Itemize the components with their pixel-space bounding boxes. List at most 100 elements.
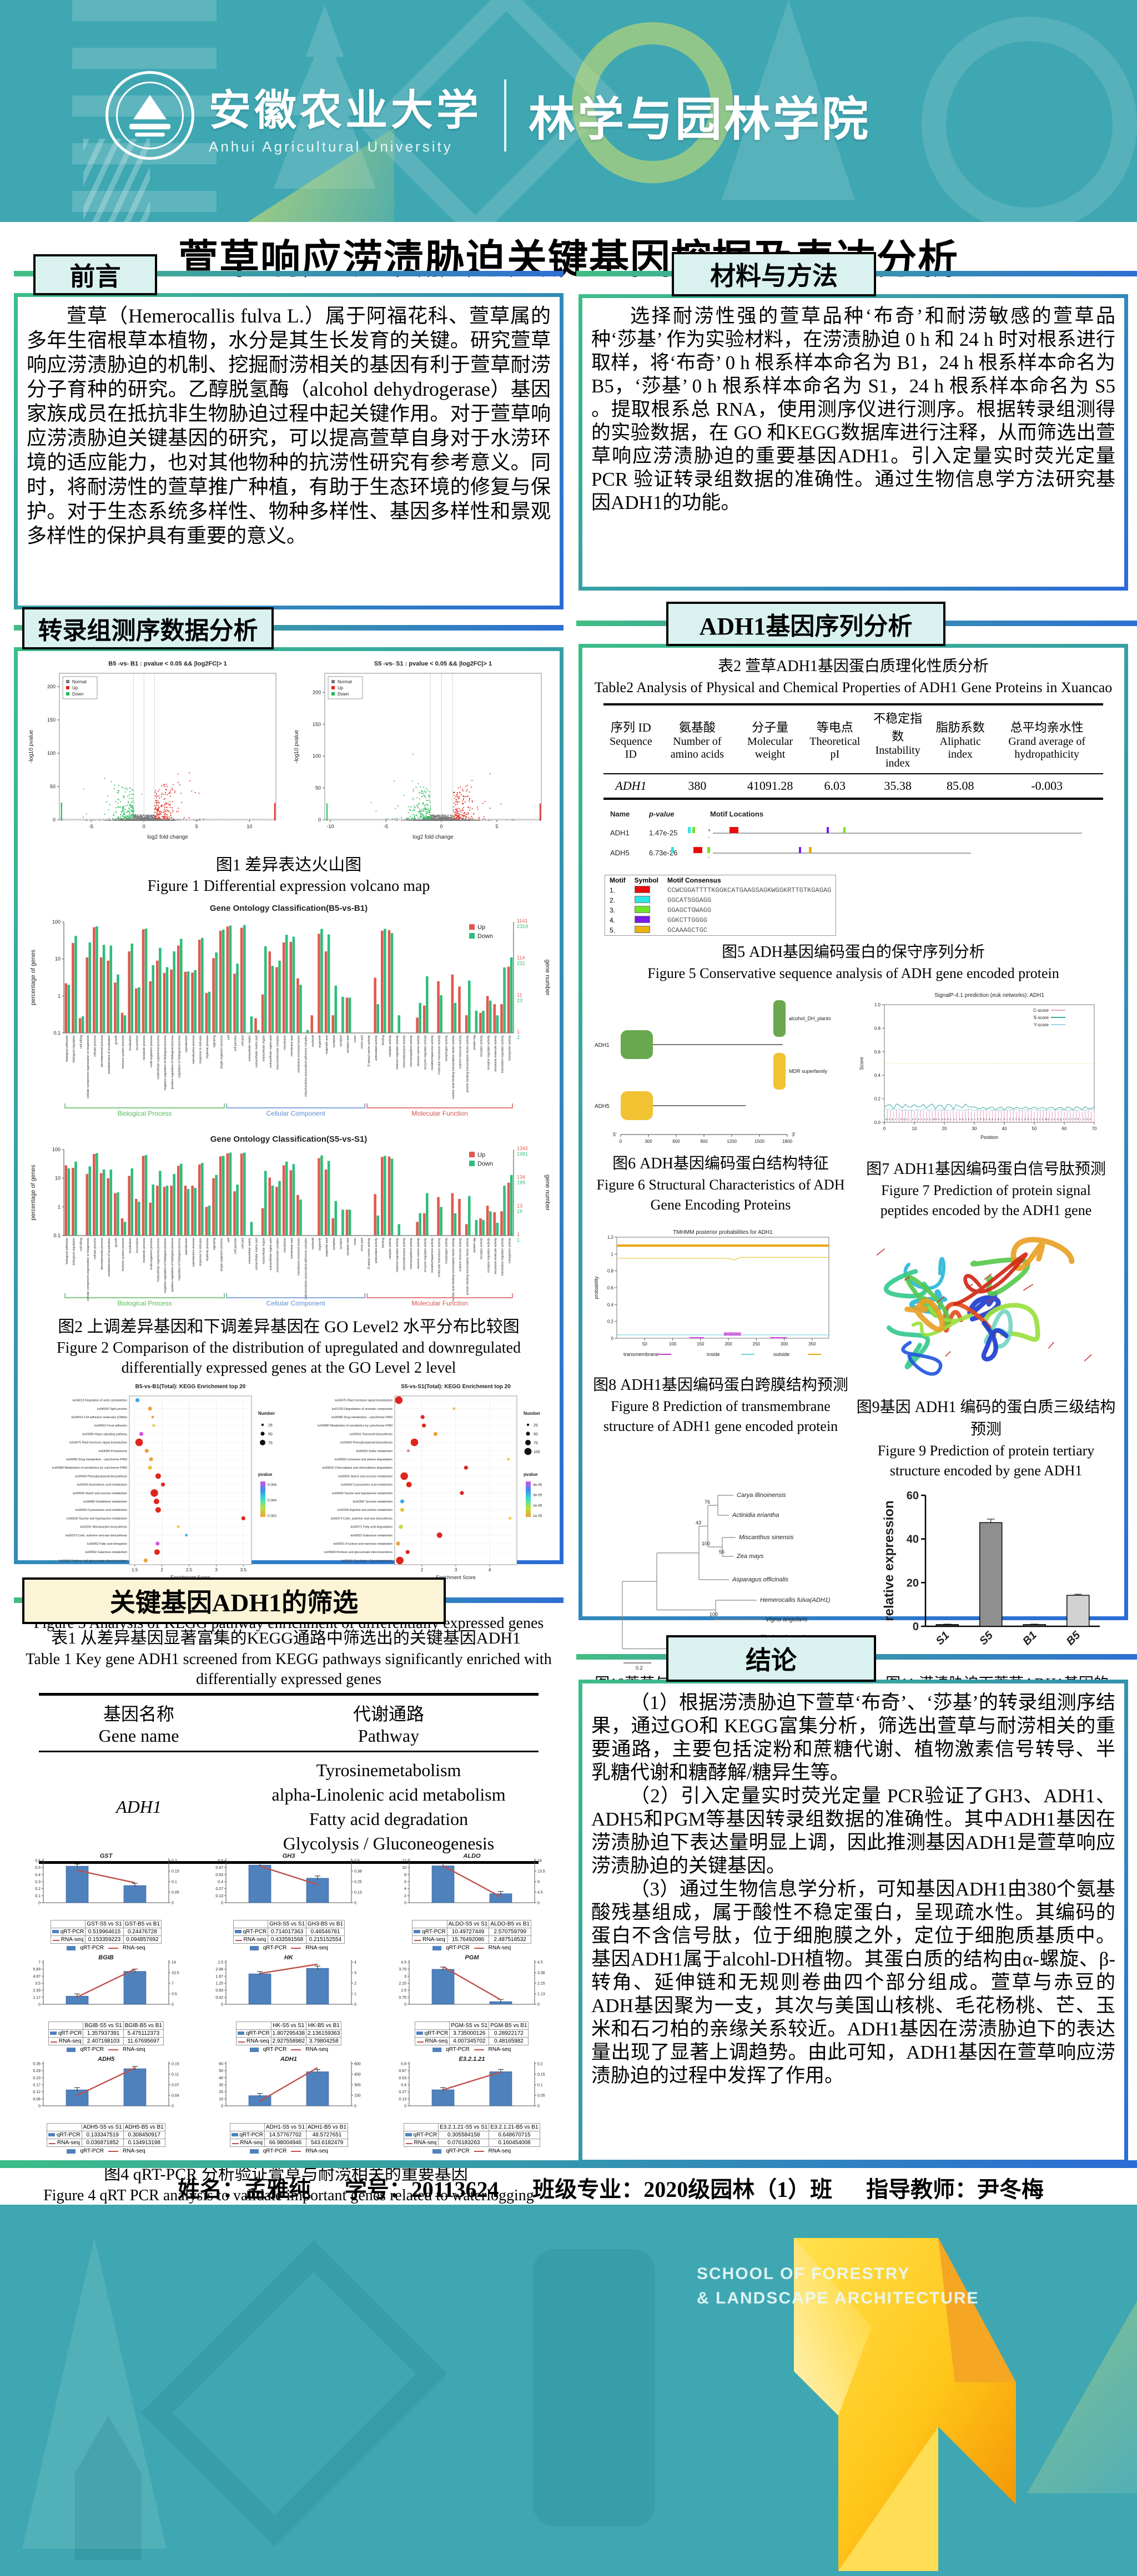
svg-text:L: L [1009,1118,1011,1121]
svg-text:-log10 pvalue: -log10 pvalue [294,730,300,763]
svg-text:50: 50 [534,1433,538,1436]
svg-text:1: 1 [611,1252,614,1257]
svg-text:1: 1 [517,1237,520,1243]
svg-text:10.5: 10.5 [172,1972,179,1975]
svg-text:response to stimulus: response to stimulus [199,1238,202,1267]
svg-text:membrane-enclosed lumen: membrane-enclosed lumen [298,1238,301,1276]
svg-text:600: 600 [672,1139,680,1144]
svg-text:76: 76 [705,1499,710,1505]
pathway-4: Glycolysis / Gluconeogenesis [283,1833,495,1853]
svg-text:0.5: 0.5 [354,1859,360,1863]
svg-text:extracellular matrix: extracellular matrix [248,1035,251,1061]
svg-text:S: S [892,1118,893,1121]
svg-text:2319: 2319 [517,924,528,929]
svg-text:organelle part: organelle part [325,1238,329,1257]
svg-text:extracellular region part: extracellular region part [269,1238,273,1271]
svg-text:30: 30 [972,1126,977,1131]
svg-text:W: W [1045,1118,1047,1121]
svg-text:Number: Number [258,1411,275,1416]
svg-text:mitochondrion-associated adher: mitochondrion-associated adherens comple… [304,1238,308,1299]
transcriptome-heading: 转录组测序数据分析 [22,607,274,649]
svg-text:molecular transducer activity: molecular transducer activity [438,1035,441,1075]
svg-text:Down: Down [477,1161,493,1167]
svg-text:ko00052 Galactose metabolism: ko00052 Galactose metabolism [85,1551,127,1554]
svg-text:metabolic process: metabolic process [143,1035,146,1060]
svg-text:0.15: 0.15 [537,2073,545,2077]
svg-text:1200: 1200 [727,1139,737,1144]
table1-col2-en: Pathway [358,1726,420,1746]
svg-text:cell junction: cell junction [234,1035,238,1051]
svg-text:ADH1: ADH1 [595,1042,610,1048]
svg-text:I: I [909,1118,910,1121]
svg-text:3': 3' [792,1132,796,1137]
svg-text:0.2: 0.2 [35,1887,41,1891]
conclusion-heading: 结论 [666,1635,876,1682]
svg-text:2: 2 [517,1035,520,1040]
svg-text:GH3: GH3 [283,1853,295,1859]
svg-text:ko04390 Hippo signaling pathwa: ko04390 Hippo signaling pathway [82,1433,127,1436]
svg-text:450: 450 [354,2073,361,2077]
svg-text:G: G [900,1118,902,1121]
svg-text:0: 0 [318,817,321,823]
svg-text:50: 50 [268,1433,273,1436]
svg-text:cellular process: cellular process [94,1238,97,1259]
svg-text:virion part: virion part [361,1035,364,1049]
fig7-caption-en: Figure 7 Prediction of protein signal pe… [880,1182,1092,1218]
svg-text:receptor activity: receptor activity [480,1238,484,1259]
svg-text:channel regulator activity: channel regulator activity [396,1035,399,1070]
svg-text:5': 5' [613,1132,617,1137]
svg-text:D-alanyl carrier activity: D-alanyl carrier activity [368,1238,371,1269]
svg-text:developmental process: developmental process [100,1238,104,1270]
svg-text:T: T [1015,1118,1017,1121]
svg-text:HK: HK [284,1954,294,1961]
svg-text:multicellular organismal proce: multicellular organismal process [157,1238,160,1282]
fig8-fig9-row: TMHMM posterior probabilities for ADH1 0 0… [590,1227,1116,1481]
svg-text:7: 7 [172,1982,174,1986]
svg-text:A: A [986,1118,988,1121]
svg-text:0.23: 0.23 [33,2076,41,2080]
logo-text-block: 安徽农业大学 Anhui Agricultural University [209,76,482,155]
svg-text:Down: Down [338,692,349,697]
methods-box: 选择耐涝性强的萱草品种‘布奇’和耐涝敏感的萱草品种‘莎基’ 作为实验材料，在涝渍… [578,294,1128,591]
svg-text:translation regulator activity: translation regulator activity [501,1238,505,1276]
svg-text:outside: outside [773,1352,789,1357]
svg-text:25: 25 [268,1424,273,1428]
svg-text:pvalue: pvalue [524,1472,538,1477]
svg-text:electron carrier activity: electron carrier activity [417,1035,420,1066]
svg-text:morphogen activity: morphogen activity [445,1035,448,1061]
svg-text:-: - [708,834,710,840]
table1-gene: ADH1 [116,1796,162,1817]
svg-text:0.35: 0.35 [33,2063,41,2066]
svg-text:ADH5: ADH5 [610,849,630,857]
svg-text:0.83: 0.83 [216,1989,224,1993]
svg-text:membrane part: membrane part [290,1238,294,1259]
svg-text:membrane: membrane [283,1035,286,1050]
kegg-bubble-b5-b1: B5-vs-B1(Total): KEGG Enrichment top 20 1… [52,1384,276,1580]
svg-text:0.4: 0.4 [218,1881,224,1884]
svg-text:cell part: cell part [241,1238,244,1249]
svg-text:Up: Up [477,924,485,931]
svg-text:B5-vs-B1(Total): KEGG Enrichme: B5-vs-B1(Total): KEGG Enrichment top 20 [135,1384,246,1390]
svg-text:3.5: 3.5 [35,1982,41,1986]
svg-text:0.2: 0.2 [636,1665,643,1670]
svg-text:0.2: 0.2 [537,2063,543,2066]
svg-text:100: 100 [313,753,321,759]
svg-text:Motif Locations: Motif Locations [710,810,763,818]
svg-text:establishment of localization: establishment of localization [108,1035,111,1074]
svg-text:receptor regulator activity: receptor regulator activity [487,1238,490,1273]
svg-text:ko00941 Flavonoid biosynthesis: ko00941 Flavonoid biosynthesis [350,1433,393,1436]
svg-text:200: 200 [313,689,321,695]
svg-text:0: 0 [883,1126,886,1131]
qpcr-subplot-BGIB: BGIB 0 1.17 2.33 3.5 4.67 5.83 7 0 3.5 7 10.5 14 BGIB… [33,1954,179,2053]
svg-text:organelle: organelle [319,1035,322,1048]
svg-text:0: 0 [354,1902,356,1905]
svg-text:3: 3 [404,1975,406,1979]
svg-text:1.67: 1.67 [216,1975,224,1979]
svg-text:0: 0 [620,1139,622,1144]
svg-text:metallochaperone activity: metallochaperone activity [431,1238,434,1273]
svg-text:0: 0 [38,2003,41,2007]
svg-text:I: I [1000,1118,1001,1121]
svg-text:localization: localization [129,1238,132,1253]
svg-text:0.13: 0.13 [399,2098,406,2101]
college-name: 林学与园林学院 [529,94,871,146]
